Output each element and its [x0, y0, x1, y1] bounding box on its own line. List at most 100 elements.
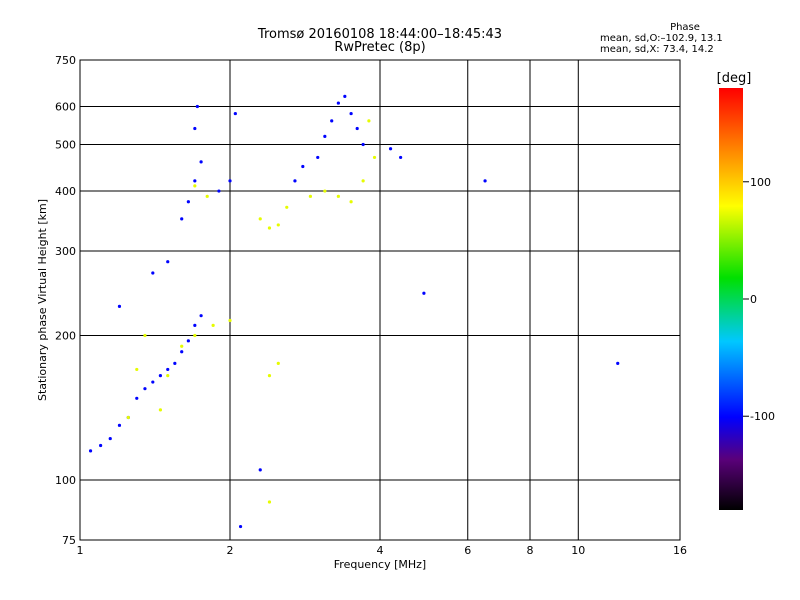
data-point-O — [117, 423, 122, 427]
data-point-X — [135, 367, 139, 372]
data-point-X — [258, 217, 262, 221]
data-point-X — [276, 223, 280, 227]
x-tick-label: 8 — [527, 544, 534, 557]
data-point-X — [276, 361, 280, 365]
chart-title: Tromsø 20160108 18:44:00–18:45:43 — [257, 27, 503, 42]
data-point-X — [166, 374, 170, 378]
y-tick-label: 300 — [55, 245, 76, 258]
data-point-O — [193, 126, 197, 131]
data-point-O — [361, 142, 365, 147]
data-point-O — [151, 380, 155, 384]
data-point-X — [323, 189, 327, 193]
data-point-O — [158, 374, 163, 378]
y-tick-label: 400 — [55, 185, 76, 198]
data-point-O — [151, 271, 155, 275]
data-point-O — [143, 387, 147, 391]
chart-title-block: Tromsø 20160108 18:44:00–18:45:43 RwPret… — [200, 28, 560, 54]
data-point-O — [233, 111, 237, 116]
data-point-X — [211, 323, 215, 327]
data-point-O — [238, 524, 243, 529]
data-point-X — [143, 333, 147, 338]
data-point-O — [258, 468, 262, 472]
data-point-O — [349, 111, 353, 116]
data-point-O — [616, 361, 620, 365]
data-point-O — [193, 323, 197, 327]
colorbar — [719, 88, 743, 510]
data-point-O — [217, 189, 221, 193]
phase-stats-x: mean, sd,X: 73.4, 14.2 — [600, 44, 714, 55]
data-point-X — [180, 344, 184, 348]
x-axis-label: Frequency [MHz] — [334, 558, 426, 571]
grid — [80, 60, 680, 540]
y-tick-label: 600 — [55, 101, 76, 114]
data-point-O — [193, 179, 197, 183]
data-point-O — [199, 314, 203, 318]
x-tick-label: 1 — [77, 544, 84, 557]
y-axis-label: Stationary phase Virtual Height [km] — [36, 199, 49, 401]
y-tick-label: 75 — [62, 534, 76, 547]
y-tick-label: 200 — [55, 330, 76, 343]
data-point-O — [199, 160, 203, 164]
colorbar-label: [deg] — [717, 71, 752, 86]
data-point-X — [205, 194, 209, 198]
data-point-O — [336, 101, 340, 105]
data-point-X — [267, 374, 272, 378]
colorbar-tick-label: 100 — [750, 176, 771, 189]
data-point-X — [367, 119, 371, 123]
data-point-X — [308, 194, 313, 198]
data-point-X — [267, 226, 272, 230]
data-point-O — [422, 291, 426, 295]
data-point-O — [483, 179, 487, 183]
data-point-O — [228, 179, 232, 183]
x-tick-label: 10 — [571, 544, 585, 557]
data-point-O — [330, 119, 334, 123]
data-point-X — [285, 205, 289, 209]
data-point-O — [388, 147, 393, 151]
phase-stats-header: Phase — [670, 22, 700, 33]
data-point-O — [301, 164, 305, 169]
phase-stats-o: mean, sd,O:–102.9, 13.1 — [600, 33, 723, 44]
x-axis: 1 2 4 6 8 10 16 — [77, 544, 688, 557]
data-point-X — [267, 500, 272, 504]
data-point-O — [293, 179, 297, 183]
x-tick-label: 6 — [464, 544, 471, 557]
data-point-X — [349, 200, 353, 204]
data-point-X — [193, 333, 197, 338]
data-point-O — [343, 94, 347, 98]
data-point-X — [158, 408, 163, 412]
plot-frame — [79, 59, 681, 541]
colorbar-ticks: 100 0 -100 — [743, 176, 775, 423]
data-point-O — [108, 436, 112, 441]
y-axis: 75 100 200 300 400 500 600 750 — [55, 54, 76, 547]
x-tick-label: 16 — [673, 544, 687, 557]
chart-subtitle: RwPretec (8p) — [334, 40, 426, 55]
colorbar-tick-label: -100 — [750, 410, 775, 423]
data-point-O — [180, 350, 184, 354]
data-point-O — [166, 260, 170, 264]
x-tick-label: 4 — [377, 544, 384, 557]
data-point-X — [228, 318, 232, 323]
data-point-X — [361, 179, 365, 183]
data-point-O — [135, 396, 139, 400]
data-point-O — [323, 134, 327, 138]
data-point-O — [399, 155, 403, 160]
data-point-O — [355, 126, 359, 131]
data-points — [88, 94, 620, 529]
data-point-X — [336, 194, 340, 198]
data-point-O — [180, 217, 184, 221]
data-point-X — [126, 415, 130, 420]
data-point-O — [316, 155, 320, 160]
x-tick-label: 2 — [227, 544, 234, 557]
data-point-X — [193, 184, 197, 188]
data-point-X — [372, 155, 377, 160]
phase-stats: Phase mean, sd,O:–102.9, 13.1 mean, sd,X… — [600, 22, 750, 55]
data-point-O — [166, 367, 170, 372]
data-point-O — [88, 449, 93, 453]
data-point-O — [186, 200, 190, 204]
y-tick-label: 100 — [55, 474, 76, 487]
data-point-O — [186, 339, 190, 343]
data-point-O — [173, 361, 177, 365]
y-tick-label: 500 — [55, 139, 76, 152]
data-point-O — [117, 304, 122, 309]
